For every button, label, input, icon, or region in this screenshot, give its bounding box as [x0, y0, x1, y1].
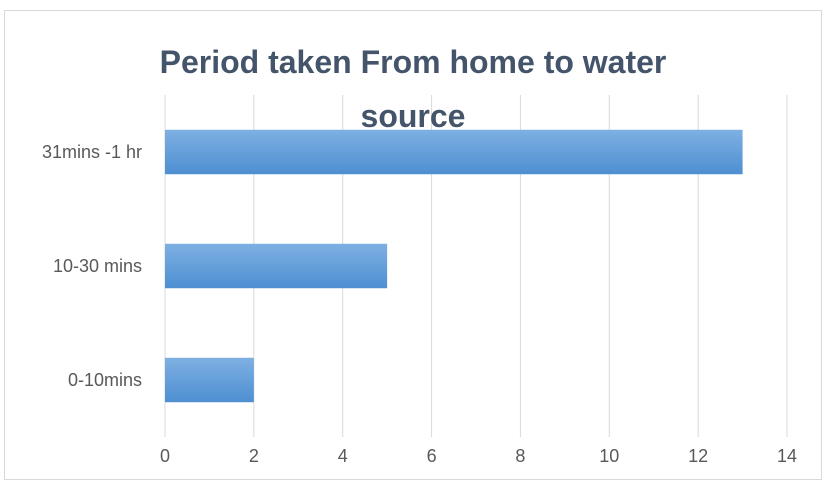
- chart-plot: 0 2 4 6 8 10 12 14 0-10mins 10-30 mins 31mins -1 …: [42, 95, 797, 464]
- y-category-label: 10-30 mins: [53, 256, 142, 276]
- y-category-label: 0-10mins: [68, 370, 142, 390]
- chart-title-line-2: source: [360, 98, 466, 134]
- x-tick-label: 6: [427, 446, 437, 464]
- chart-title-line-1: Period taken From home to water: [159, 44, 667, 80]
- bar: [165, 357, 254, 403]
- bar: [165, 243, 388, 289]
- x-tick-label: 14: [777, 446, 797, 464]
- x-tick-label: 8: [515, 446, 525, 464]
- x-tick-label: 10: [599, 446, 619, 464]
- bar: [165, 129, 743, 175]
- x-tick-label: 0: [160, 446, 170, 464]
- x-axis-ticks: 0 2 4 6 8 10 12 14: [160, 446, 797, 464]
- y-axis-labels: 0-10mins 10-30 mins 31mins -1 hr: [42, 142, 142, 390]
- chart-area: [4, 10, 822, 480]
- x-tick-label: 2: [249, 446, 259, 464]
- x-tick-label: 12: [688, 446, 708, 464]
- x-tick-label: 4: [338, 446, 348, 464]
- bar-series: [165, 129, 743, 403]
- y-category-label: 31mins -1 hr: [42, 142, 142, 162]
